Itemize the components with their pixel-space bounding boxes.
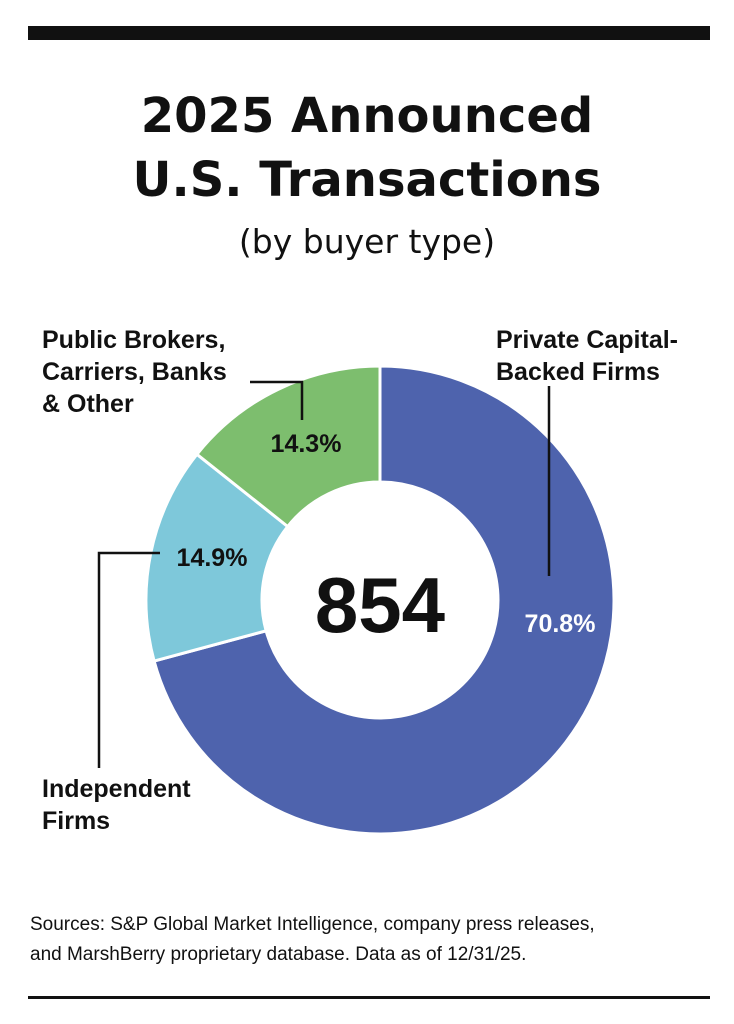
slice-value-label-2: 14.3% bbox=[271, 430, 342, 458]
source-line-1: Sources: S&P Global Market Intelligence,… bbox=[30, 914, 595, 935]
slice-value-label-0: 70.8% bbox=[525, 610, 596, 638]
center-total: 854 bbox=[315, 561, 445, 649]
slice-value-label-1: 14.9% bbox=[177, 544, 248, 572]
chart-title: 2025 Announced U.S. Transactions bbox=[0, 84, 734, 212]
slice-1 bbox=[144, 452, 290, 663]
slice-category-label-1-line-1: Firms bbox=[42, 807, 110, 835]
slice-category-label-2-line-0: Public Brokers, bbox=[42, 326, 225, 354]
slice-category-label-1-line-0: Independent bbox=[42, 775, 191, 803]
slice-category-label-2-line-1: Carriers, Banks bbox=[42, 358, 227, 386]
slice-0 bbox=[152, 364, 616, 836]
leader-line-2 bbox=[250, 380, 304, 420]
top-rule bbox=[28, 26, 710, 40]
slice-labels: 70.8% Private Capital- Backed Firms 14.9% In… bbox=[42, 326, 678, 835]
slice-category-label-0-line-1: Backed Firms bbox=[496, 358, 660, 386]
chart-title-line-2: U.S. Transactions bbox=[132, 152, 602, 208]
leader-line-1 bbox=[97, 551, 160, 768]
slice-2 bbox=[194, 364, 382, 529]
bottom-rule bbox=[28, 996, 710, 999]
donut-slices bbox=[144, 364, 616, 836]
leader-lines bbox=[97, 380, 551, 768]
chart-subtitle: (by buyer type) bbox=[238, 222, 496, 261]
slice-category-label-0-line-0: Private Capital- bbox=[496, 326, 678, 354]
chart-title-line-1: 2025 Announced bbox=[140, 88, 594, 144]
slice-category-label-2-line-2: & Other bbox=[42, 390, 134, 418]
source-line-2: and MarshBerry proprietary database. Dat… bbox=[30, 944, 527, 965]
source-note: Sources: S&P Global Market Intelligence,… bbox=[30, 910, 710, 970]
